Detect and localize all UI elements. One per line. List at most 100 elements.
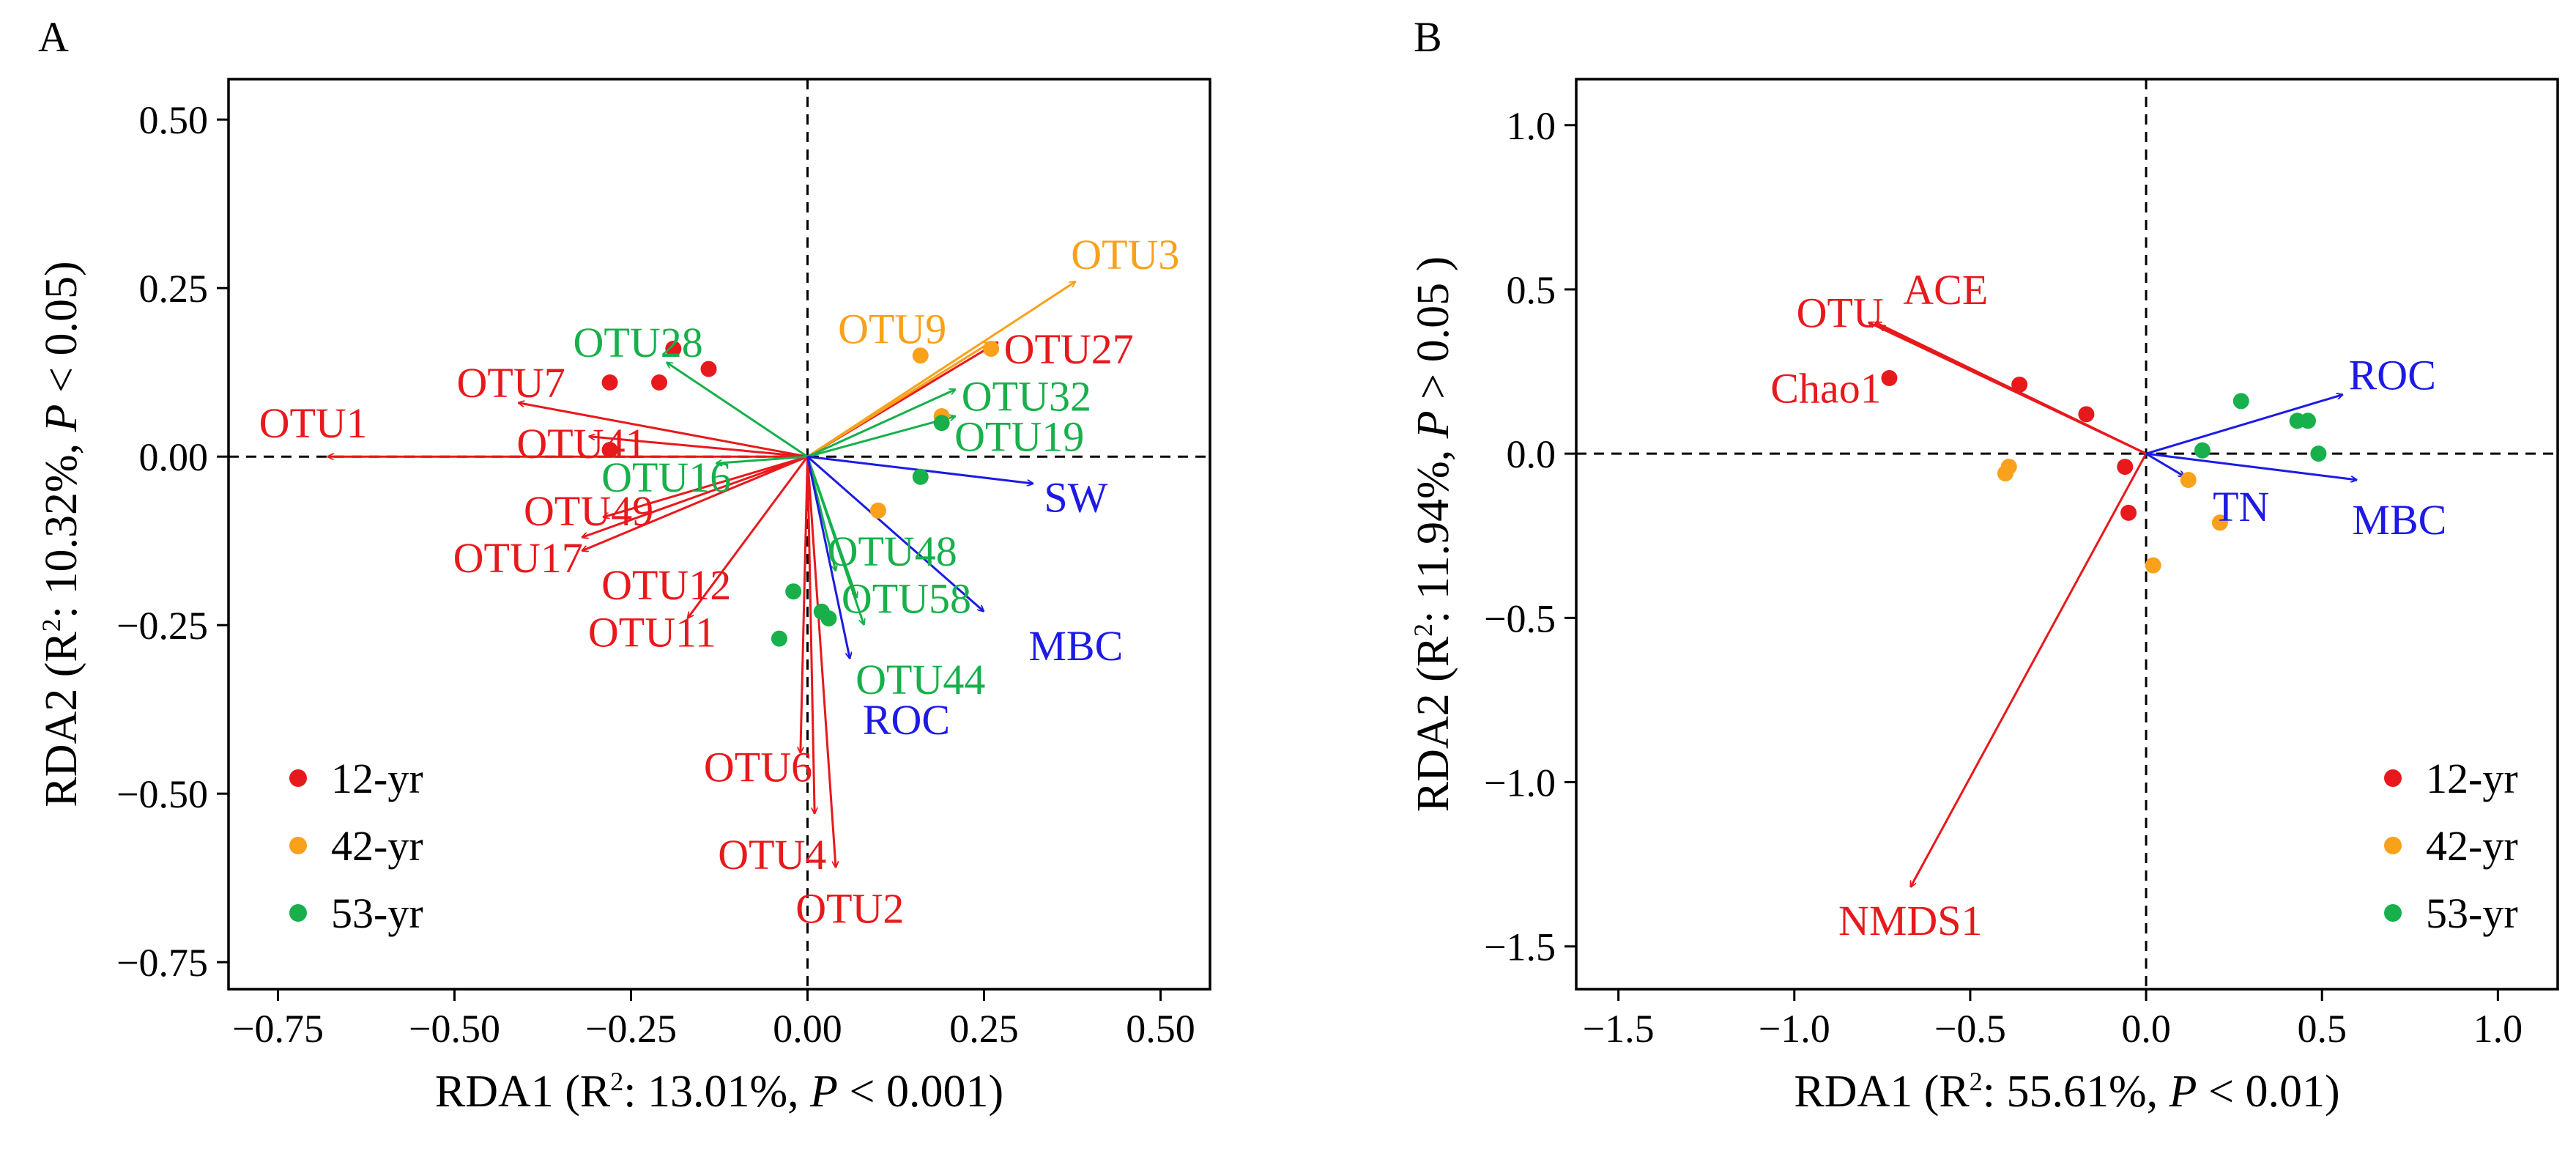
- vector-arrow-otu28: [667, 361, 809, 458]
- vector-label-otu44: OTU44: [855, 656, 985, 703]
- vector-label-otu4: OTU4: [718, 831, 826, 879]
- legend-marker: [289, 837, 307, 854]
- vector-arrow-otu41: [589, 437, 808, 458]
- vector-label-roc: ROC: [863, 696, 950, 744]
- vector-label-otu19: OTU19: [954, 413, 1084, 461]
- data-point-42-yr: [2000, 459, 2017, 476]
- legend-marker: [289, 769, 307, 787]
- data-point-12-yr: [651, 374, 668, 391]
- vector-label-otu11: OTU11: [588, 608, 716, 656]
- legend-marker: [289, 904, 307, 922]
- legend-label: 42-yr: [331, 822, 423, 870]
- legend: 12-yr 42-yr 53-yr: [2384, 755, 2518, 937]
- vector-arrow-roc: [806, 456, 850, 659]
- data-point-12-yr: [700, 360, 717, 377]
- x-tick-label: −0.75: [232, 1007, 324, 1051]
- vector-arrow-chao1: [1879, 324, 2147, 455]
- vector-arrow-otu3: [806, 280, 1076, 458]
- data-point-53-yr: [785, 583, 802, 600]
- vector-label-tn: TN: [2213, 483, 2269, 530]
- vector-arrow-otu16: [716, 455, 808, 463]
- x-tick-label: −0.5: [1934, 1007, 2006, 1051]
- vector-arrow-otu12: [582, 455, 809, 537]
- y-tick-label: 0.25: [139, 267, 209, 311]
- data-point-53-yr: [2310, 445, 2327, 462]
- x-tick-label: 0.0: [2121, 1007, 2171, 1051]
- vector-arrow-otu4: [806, 456, 815, 814]
- vector-label-otu12: OTU12: [601, 561, 731, 609]
- x-tick-label: 1.0: [2473, 1007, 2523, 1051]
- y-axis-title: RDA2 (R2: 11.94%, P > 0.05 ): [1408, 256, 1458, 812]
- vector-label-otu2: OTU2: [795, 885, 904, 933]
- data-point-12-yr: [2078, 406, 2095, 423]
- panel-label: A: [38, 13, 69, 61]
- data-point-12-yr: [601, 374, 618, 391]
- plot-frame: [1575, 78, 2559, 991]
- vector-label-mbc: MBC: [2352, 496, 2446, 544]
- data-point-12-yr: [1881, 370, 1898, 387]
- vector-label-sw: SW: [1044, 473, 1107, 521]
- vector-label-otu27: OTU27: [1004, 325, 1134, 373]
- vector-label-otu58: OTU58: [842, 574, 971, 622]
- legend-marker: [2384, 769, 2402, 787]
- plot-frame: [227, 78, 1211, 991]
- vector-label-otu9: OTU9: [838, 305, 946, 352]
- data-point-53-yr: [912, 468, 929, 485]
- x-axis-title: RDA1 (R2: 55.61%, P < 0.01): [1794, 1067, 2339, 1117]
- vector-label-otu48: OTU48: [828, 528, 957, 575]
- vector-arrow-mbc: [806, 456, 984, 612]
- vector-label-otu3: OTU3: [1071, 231, 1179, 278]
- data-point-42-yr: [869, 502, 886, 519]
- x-tick-label: −0.50: [409, 1007, 500, 1051]
- vector-arrow-otu49: [603, 455, 808, 517]
- vector-label-mbc: MBC: [1028, 622, 1123, 670]
- vector-label-otu7: OTU7: [457, 359, 565, 407]
- vector-label-otu16: OTU16: [601, 454, 731, 501]
- legend-label: 12-yr: [2426, 755, 2518, 802]
- x-tick-label: −0.25: [585, 1007, 677, 1051]
- x-tick-label: 0.5: [2297, 1007, 2347, 1051]
- vector-label-nmds1: NMDS1: [1838, 897, 1983, 944]
- y-tick-label: −1.0: [1484, 761, 1556, 805]
- legend-label: 53-yr: [2426, 889, 2518, 937]
- vector-label-otu: OTU: [1797, 289, 1884, 336]
- vector-arrow-otu11: [686, 456, 809, 618]
- legend-label: 42-yr: [2426, 822, 2518, 870]
- data-point-12-yr: [601, 442, 618, 458]
- data-point-53-yr: [2194, 442, 2211, 459]
- vector-label-otu6: OTU6: [704, 743, 812, 791]
- y-tick-label: −1.5: [1484, 925, 1556, 969]
- y-tick-label: 0.5: [1507, 268, 1556, 312]
- vector-label-otu17: OTU17: [453, 534, 583, 582]
- vector-label-roc: ROC: [2349, 352, 2436, 399]
- vector-arrow-otu2: [806, 456, 836, 868]
- vector-label-chao1: Chao1: [1770, 364, 1881, 412]
- data-point-53-yr: [2299, 413, 2316, 429]
- legend-marker: [2384, 837, 2402, 854]
- y-tick-label: 0.50: [139, 98, 209, 142]
- data-point-42-yr: [2145, 557, 2161, 574]
- vector-arrow-mbc: [2145, 452, 2357, 480]
- y-tick-label: −0.50: [116, 772, 208, 816]
- vector-arrow-roc: [2145, 394, 2343, 455]
- y-tick-label: 0.0: [1507, 432, 1556, 476]
- data-point-12-yr: [2011, 376, 2028, 393]
- data-point-12-yr: [2117, 459, 2134, 476]
- vector-arrow-otu44: [806, 456, 864, 625]
- vector-arrow-tn: [2145, 452, 2185, 478]
- x-tick-label: 0.25: [949, 1007, 1019, 1051]
- vector-label-otu32: OTU32: [962, 372, 1091, 420]
- vector-arrow-otu6: [801, 456, 809, 753]
- vector-arrow-otu7: [518, 403, 808, 458]
- x-axis-title: RDA1 (R2: 13.01%, P < 0.001): [435, 1067, 1003, 1117]
- data-point-12-yr: [665, 341, 682, 357]
- vector-label-otu28: OTU28: [574, 319, 703, 366]
- legend: 12-yr 42-yr 53-yr: [289, 755, 423, 937]
- data-point-42-yr: [2211, 514, 2228, 531]
- y-tick-label: 1.0: [1507, 104, 1556, 148]
- x-tick-label: 0.00: [773, 1007, 842, 1051]
- vector-label-ace: ACE: [1903, 266, 1988, 314]
- y-tick-label: −0.75: [116, 941, 208, 985]
